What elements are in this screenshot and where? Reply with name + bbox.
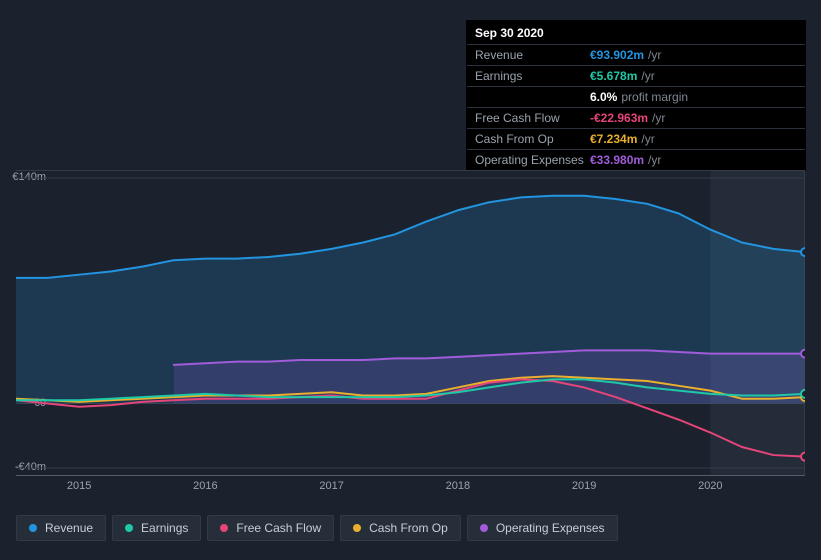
legend-swatch: [125, 524, 133, 532]
tooltip-value: €93.902m: [590, 47, 644, 63]
legend-item[interactable]: Cash From Op: [340, 515, 461, 541]
x-axis-tick: 2020: [698, 480, 722, 492]
tooltip-label: Revenue: [475, 47, 590, 63]
legend-swatch: [480, 524, 488, 532]
chart-stage: Sep 30 2020 Revenue€93.902m/yrEarnings€5…: [0, 0, 821, 560]
series-end-marker: [801, 350, 805, 358]
tooltip-row: Cash From Op€7.234m/yr: [467, 128, 805, 149]
tooltip-row: Earnings€5.678m/yr: [467, 65, 805, 86]
tooltip-unit: /yr: [648, 47, 661, 63]
financials-area-chart[interactable]: [16, 170, 805, 476]
legend-label: Earnings: [141, 521, 188, 535]
tooltip-unit: /yr: [641, 68, 654, 84]
tooltip-value: €5.678m: [590, 68, 637, 84]
legend-label: Cash From Op: [369, 521, 448, 535]
legend-item[interactable]: Revenue: [16, 515, 106, 541]
x-axis: 2015 2016 2017 2018 2019 2020: [0, 480, 821, 500]
legend-swatch: [29, 524, 37, 532]
x-axis-tick: 2016: [193, 480, 217, 492]
legend-label: Free Cash Flow: [236, 521, 321, 535]
tooltip-label: Earnings: [475, 68, 590, 84]
tooltip-row: Revenue€93.902m/yr: [467, 44, 805, 65]
tooltip-value: €7.234m: [590, 131, 637, 147]
tooltip-subtext: profit margin: [621, 89, 688, 105]
tooltip-label: Free Cash Flow: [475, 110, 590, 126]
tooltip-row: Free Cash Flow-€22.963m/yr: [467, 107, 805, 128]
x-axis-tick: 2017: [319, 480, 343, 492]
tooltip-value: 6.0%: [590, 89, 617, 105]
legend-label: Revenue: [45, 521, 93, 535]
tooltip-unit: /yr: [652, 110, 665, 126]
tooltip-label: Operating Expenses: [475, 152, 590, 168]
legend-swatch: [220, 524, 228, 532]
legend-swatch: [353, 524, 361, 532]
legend-label: Operating Expenses: [496, 521, 605, 535]
tooltip-value: €33.980m: [590, 152, 644, 168]
tooltip-row: Operating Expenses€33.980m/yr: [467, 149, 805, 170]
hover-tooltip: Sep 30 2020 Revenue€93.902m/yrEarnings€5…: [466, 20, 806, 171]
tooltip-unit: /yr: [641, 131, 654, 147]
series-end-marker: [801, 248, 805, 256]
x-axis-tick: 2015: [67, 480, 91, 492]
tooltip-row: 6.0%profit margin: [467, 86, 805, 107]
tooltip-date: Sep 30 2020: [467, 21, 805, 44]
tooltip-label: Cash From Op: [475, 131, 590, 147]
x-axis-tick: 2019: [572, 480, 596, 492]
legend: Revenue Earnings Free Cash Flow Cash From O…: [16, 515, 618, 541]
legend-item[interactable]: Earnings: [112, 515, 201, 541]
tooltip-unit: /yr: [648, 152, 661, 168]
tooltip-value: -€22.963m: [590, 110, 648, 126]
legend-item[interactable]: Operating Expenses: [467, 515, 618, 541]
x-axis-tick: 2018: [446, 480, 470, 492]
series-end-marker: [801, 390, 805, 398]
legend-item[interactable]: Free Cash Flow: [207, 515, 334, 541]
series-end-marker: [801, 453, 805, 461]
